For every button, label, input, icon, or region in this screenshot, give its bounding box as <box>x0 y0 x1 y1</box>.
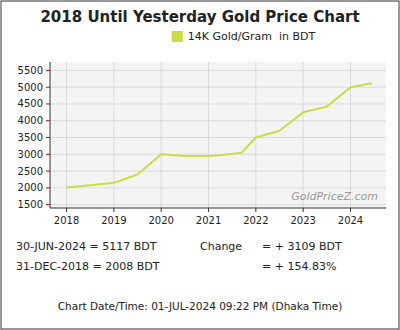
grid-line <box>50 120 386 121</box>
tick-label: 4500 <box>18 98 43 109</box>
grid-line <box>161 62 162 208</box>
grid-line <box>50 137 386 138</box>
tick-mark <box>208 208 209 212</box>
grid-line <box>50 87 386 88</box>
tick-label: 2019 <box>101 215 126 226</box>
grid-line <box>66 62 67 208</box>
legend-swatch <box>172 31 183 42</box>
grid-line <box>113 62 114 208</box>
grid-line <box>208 62 209 208</box>
tick-label: 4000 <box>18 115 43 126</box>
tick-mark <box>46 103 50 104</box>
grid-line <box>50 187 386 188</box>
annotations: GoldPriceZ.com 30-JUN-2024 = 5117 BDT 31-D… <box>16 190 378 312</box>
footer-text: 31-DEC-2018 = 2008 BDT <box>16 260 160 273</box>
tick-label: 2022 <box>243 215 268 226</box>
plot-background <box>50 62 386 208</box>
tick-label: 5500 <box>18 65 43 76</box>
tick-mark <box>46 187 50 188</box>
border <box>1 1 399 329</box>
tick-mark <box>46 87 50 88</box>
tick-mark <box>113 208 114 212</box>
tick-mark <box>46 120 50 121</box>
tick-label: 5000 <box>18 82 43 93</box>
legend: 14K Gold/Gram in BDT <box>172 30 316 43</box>
chart: 2018 Until Yesterday Gold Price Chart 150… <box>0 0 400 330</box>
grid-line <box>303 62 304 208</box>
grid-line <box>50 204 386 205</box>
tick-label: 3500 <box>18 132 43 143</box>
y-axis-line <box>50 62 51 208</box>
tick-mark <box>46 70 50 71</box>
footer-datetime: Chart Date/Time: 01-JUL-2024 09:22 PM (D… <box>58 300 342 312</box>
tick-label: 2021 <box>196 215 221 226</box>
title: 2018 Until Yesterday Gold Price Chart <box>40 8 359 26</box>
tick-label: 2018 <box>54 215 79 226</box>
footer-text: = + 3109 BDT <box>262 240 342 253</box>
series-line <box>67 83 372 187</box>
tick-mark <box>46 171 50 172</box>
tick-mark <box>161 208 162 212</box>
tick-mark <box>46 154 50 155</box>
tick-label: 1500 <box>18 199 43 210</box>
tick-mark <box>46 204 50 205</box>
tick-label: 2000 <box>18 182 43 193</box>
grid-line <box>50 70 386 71</box>
tick-mark <box>66 208 67 212</box>
tick-label: 2024 <box>338 215 363 226</box>
grid-line <box>350 62 351 208</box>
tick-label: 2020 <box>148 215 173 226</box>
grid-line <box>50 171 386 172</box>
tick-mark <box>350 208 351 212</box>
tick-label: 2023 <box>290 215 315 226</box>
tick-mark <box>255 208 256 212</box>
tick-mark <box>303 208 304 212</box>
axes: 1500 2000 2500 3000 3500 4000 4500 5000 5500 2018… <box>18 62 386 226</box>
grid-line <box>255 62 256 208</box>
tick-label: 3000 <box>18 149 43 160</box>
data-layer <box>67 83 372 187</box>
footer-text: 30-JUN-2024 = 5117 BDT <box>16 240 157 253</box>
legend-label: 14K Gold/Gram in BDT <box>188 30 316 43</box>
grid-line <box>50 103 386 104</box>
x-axis-line <box>50 208 386 209</box>
watermark: GoldPriceZ.com <box>291 190 378 203</box>
tick-mark <box>46 137 50 138</box>
tick-label: 2500 <box>18 166 43 177</box>
footer-text: Change <box>200 240 242 253</box>
footer-text: = + 154.83% <box>262 260 336 273</box>
grid <box>50 62 386 208</box>
